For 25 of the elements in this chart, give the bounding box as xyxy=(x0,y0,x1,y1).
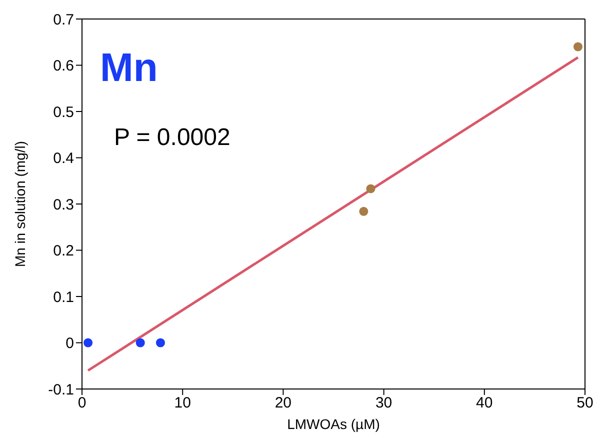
y-tick-label: 0.6 xyxy=(53,58,74,75)
point xyxy=(136,338,145,348)
x-axis-title: LMWOAs (µM) xyxy=(287,416,380,432)
y-tick-label: 0.4 xyxy=(53,150,74,168)
annotation: P = 0.0002 xyxy=(114,124,230,152)
point xyxy=(84,338,93,348)
point xyxy=(366,184,376,194)
y-tick-label: 0.2 xyxy=(53,242,74,260)
point xyxy=(156,338,165,348)
y-tick-label: 0.7 xyxy=(53,11,74,28)
x-tick-label: 0 xyxy=(78,394,86,412)
point xyxy=(573,42,582,52)
y-axis-title: Mn in solution (mg/l) xyxy=(12,140,28,268)
point xyxy=(359,206,368,216)
y-tick-label: 0.1 xyxy=(53,288,74,306)
x-tick-label: 20 xyxy=(274,394,292,412)
y-tick-label: 0.5 xyxy=(53,104,74,121)
x-tick-label: 30 xyxy=(375,394,392,412)
x-tick-label: 10 xyxy=(174,394,191,412)
annotation: Mn xyxy=(100,46,158,91)
y-tick-label: 0 xyxy=(66,335,74,352)
y-tick-label: -0.1 xyxy=(48,381,74,398)
x-tick-label: 50 xyxy=(576,394,594,412)
y-tick-label: 0.3 xyxy=(53,196,74,214)
x-tick-label: 40 xyxy=(476,394,493,412)
